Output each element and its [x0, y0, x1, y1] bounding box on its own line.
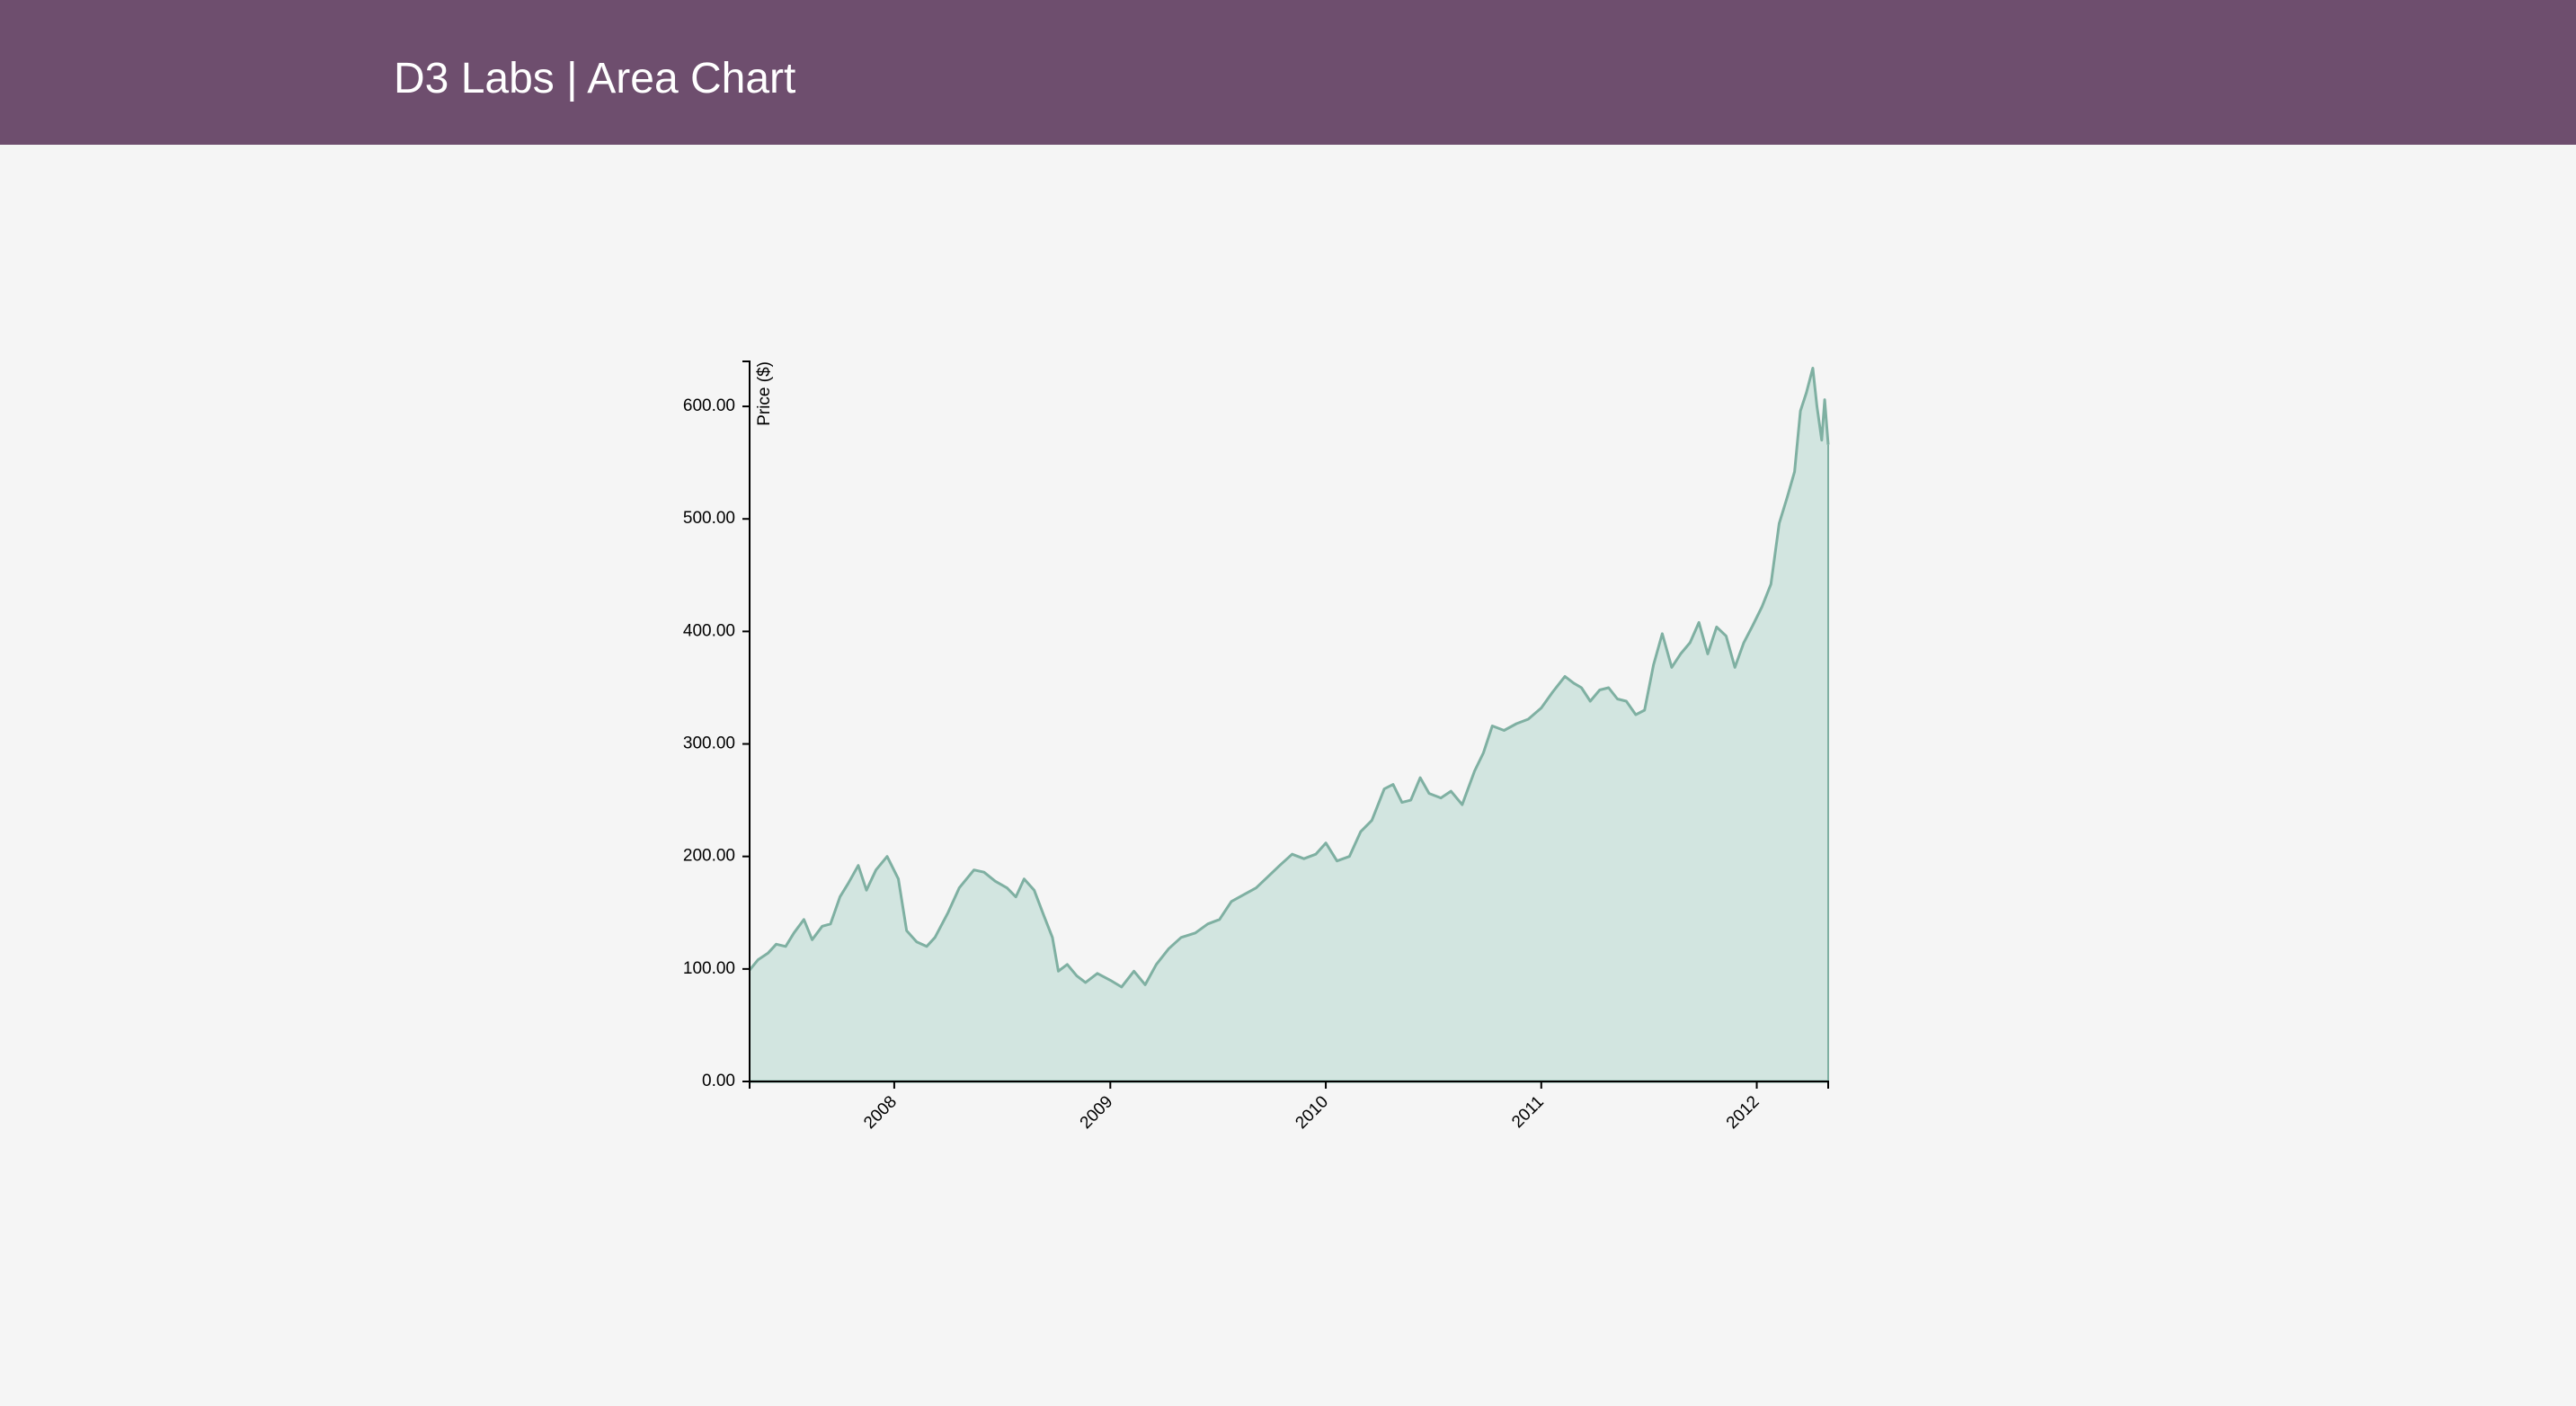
y-tick-label: 0.00: [702, 1072, 735, 1090]
y-axis-title: Price ($): [755, 361, 774, 426]
price-line: [748, 367, 1830, 989]
y-tick-label: 100.00: [683, 959, 735, 978]
x-tick-label: 2010: [1292, 1092, 1332, 1133]
y-tick-label: 300.00: [683, 734, 735, 753]
x-tick-label: 2012: [1723, 1092, 1763, 1133]
y-axis-line: [742, 360, 751, 1082]
x-tick-label: 2008: [860, 1092, 901, 1133]
y-tick-label: 500.00: [683, 509, 735, 528]
x-axis-line: [749, 1081, 1829, 1089]
price-area: [750, 368, 1828, 1081]
x-axis: 2008 2009 2010 2011 2012: [749, 1081, 1829, 1133]
y-tick-label: 400.00: [683, 621, 735, 640]
x-tick-label: 2009: [1077, 1092, 1117, 1133]
page-title: D3 Labs | Area Chart: [394, 55, 796, 102]
page-header: D3 Labs | Area Chart: [0, 0, 2576, 145]
x-tick-label: 2011: [1508, 1092, 1548, 1132]
plot-area: [748, 367, 1830, 1083]
y-axis: 0.00 100.00 200.00 300.00 400.00 500.00 600.00: [683, 360, 751, 1090]
y-tick-label: 600.00: [683, 396, 735, 415]
y-tick-label: 200.00: [683, 847, 735, 866]
